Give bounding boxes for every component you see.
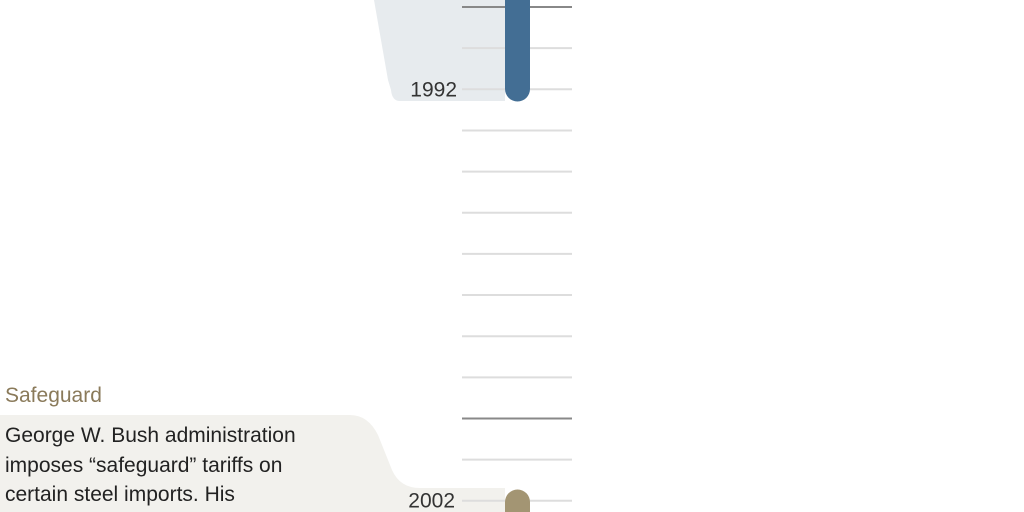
year-ticks bbox=[462, 6, 572, 502]
year-label: 1992 bbox=[410, 79, 457, 102]
event-2-band bbox=[0, 415, 505, 512]
event-description: George W. Bush administration imposes “s… bbox=[5, 424, 296, 506]
period-bar-tan bbox=[505, 489, 530, 512]
year-label: 2002 bbox=[408, 490, 455, 512]
period-bar-blue bbox=[505, 0, 530, 102]
event-1-band bbox=[374, 0, 505, 101]
event-title: Safeguard bbox=[5, 384, 102, 407]
